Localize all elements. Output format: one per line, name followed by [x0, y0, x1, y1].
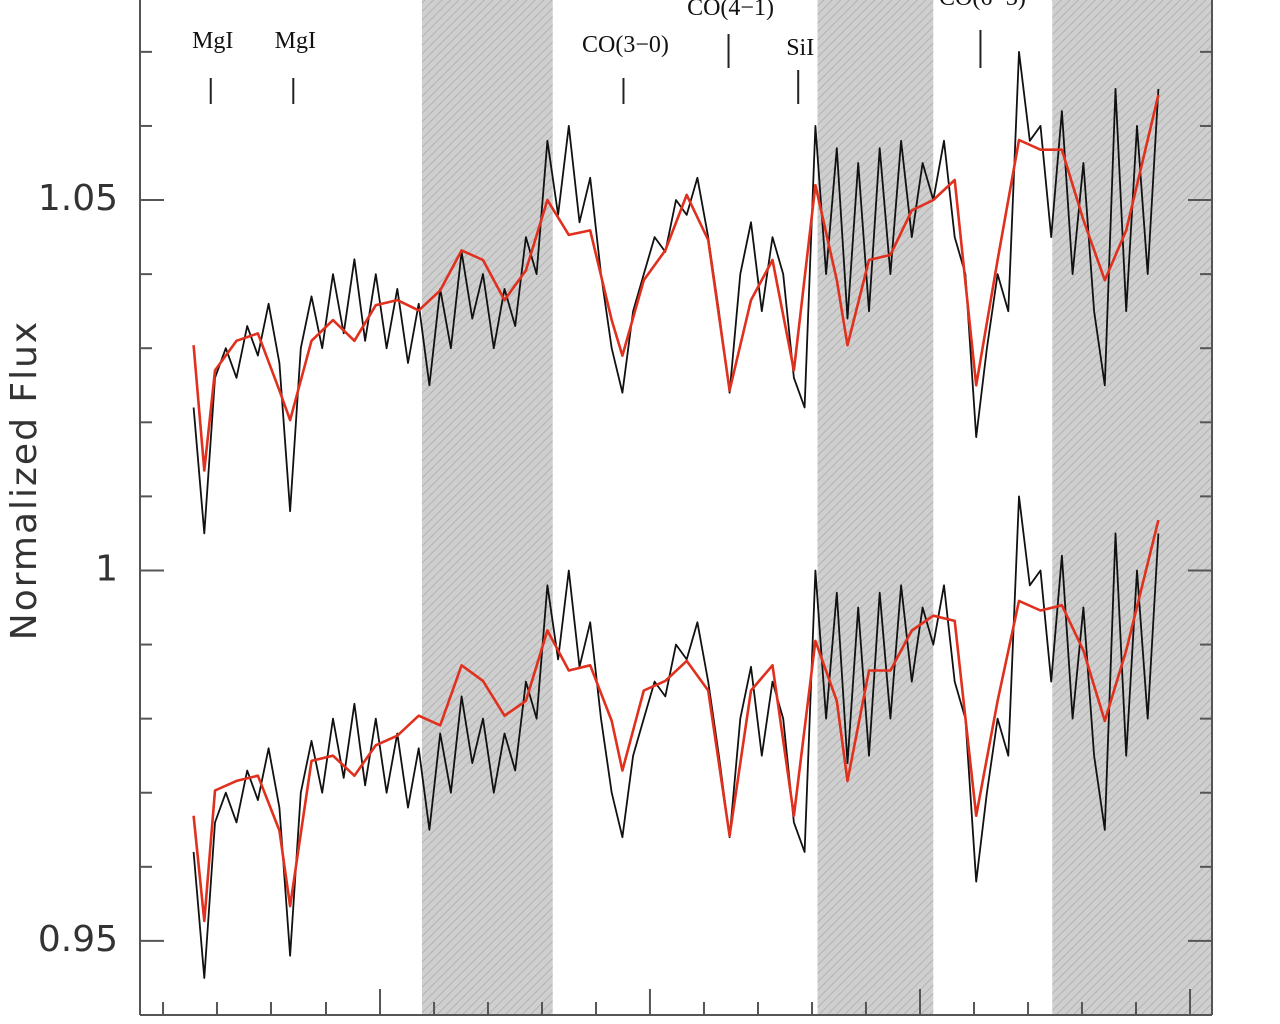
line-label: CO(4−1)	[687, 0, 774, 21]
line-label: CO(6−3)	[939, 0, 1026, 11]
spectrum-line	[192, 51, 1160, 535]
spectrum-line	[192, 495, 1160, 979]
model-line	[192, 94, 1160, 472]
shaded-regions	[421, 0, 1212, 1015]
line-label: CO(3−0)	[582, 32, 669, 58]
y-axis-label: Normalized Flux	[4, 320, 45, 640]
shaded-region	[1052, 0, 1212, 1015]
y-tick-label: 0.95	[38, 919, 118, 960]
shaded-region	[817, 0, 934, 1015]
axes: 0.95 1 1.05 MgI MgI CO(3−0) CO(4−1) SiI CO(6−3)	[38, 0, 1213, 1016]
y-tick-label: 1	[95, 548, 118, 589]
line-label: SiI	[786, 35, 814, 61]
shaded-region	[421, 0, 553, 1015]
line-label: MgI	[275, 28, 316, 54]
y-tick-label: 1.05	[38, 178, 118, 219]
model-line	[192, 519, 1160, 923]
line-label: MgI	[192, 28, 233, 54]
plot-area	[192, 51, 1160, 979]
